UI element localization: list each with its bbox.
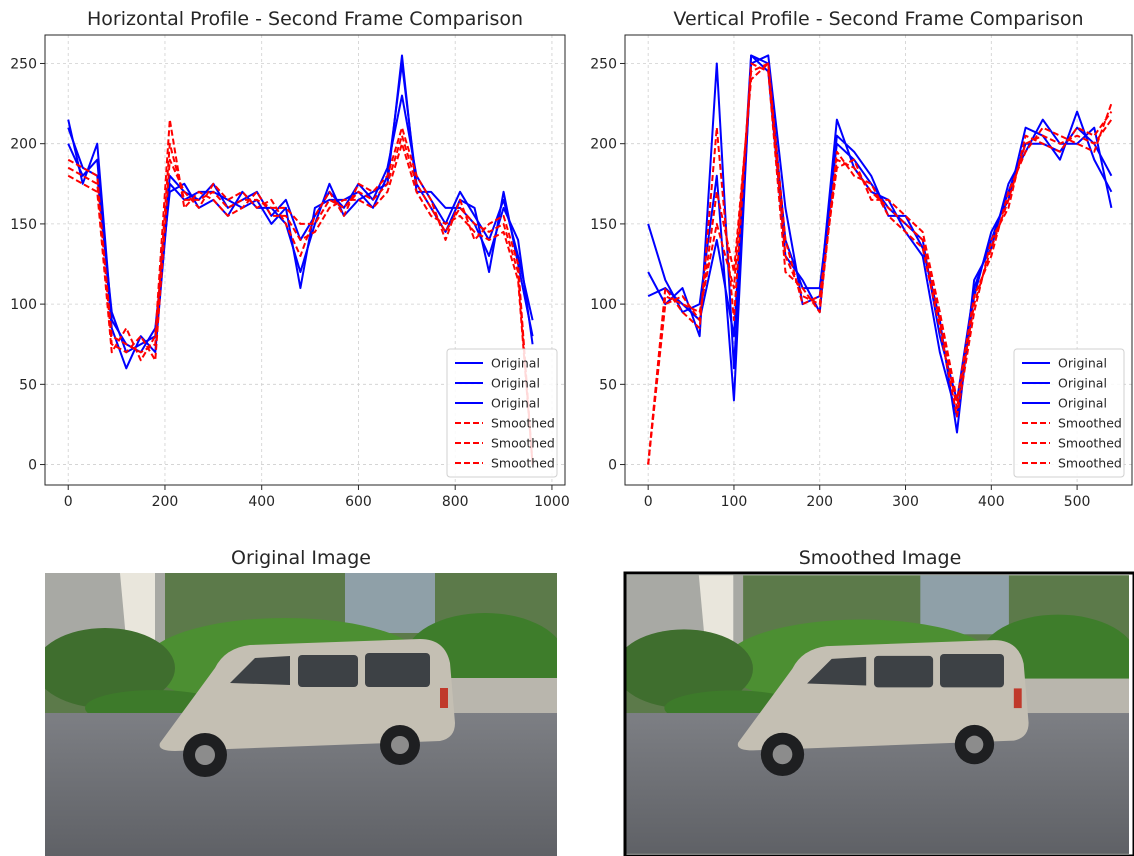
image-title: Original Image: [231, 547, 371, 569]
legend-label: Original: [491, 396, 540, 411]
x-tick-label: 400: [978, 494, 1005, 510]
y-tick-label: 200: [590, 137, 617, 153]
x-tick-label: 100: [721, 494, 748, 510]
series-line: [647, 54, 1113, 434]
original-photo: [45, 573, 557, 856]
y-tick-label: 50: [19, 377, 37, 393]
series-line: [647, 62, 1113, 465]
image-title: Smoothed Image: [799, 547, 962, 569]
x-tick-label: 0: [64, 494, 73, 510]
smoothed-photo: [625, 575, 1129, 854]
series-line: [67, 54, 534, 354]
x-tick-label: 600: [345, 494, 372, 510]
y-tick-label: 50: [599, 377, 617, 393]
y-tick-label: 200: [10, 137, 37, 153]
legend-label: Smoothed: [1058, 456, 1122, 471]
x-tick-label: 800: [442, 494, 469, 510]
legend-box: [1013, 348, 1125, 478]
x-tick-label: 300: [892, 494, 919, 510]
series-line: [67, 126, 534, 465]
x-tick-label: 500: [1064, 494, 1091, 510]
legend-label: Smoothed: [491, 456, 555, 471]
y-tick-label: 150: [590, 217, 617, 233]
image-border: [623, 571, 1134, 856]
legend-label: Smoothed: [491, 416, 555, 431]
legend-label: Original: [1058, 356, 1107, 371]
plot-frame: [624, 34, 1133, 486]
legend-label: Original: [491, 376, 540, 391]
y-tick-label: 100: [10, 297, 37, 313]
y-tick-label: 100: [590, 297, 617, 313]
x-tick-label: 0: [644, 494, 653, 510]
y-tick-label: 0: [608, 458, 617, 474]
y-tick-label: 0: [28, 458, 37, 474]
x-tick-label: 400: [248, 494, 275, 510]
series-line: [67, 134, 534, 465]
x-tick-label: 1000: [534, 494, 570, 510]
legend-label: Original: [1058, 396, 1107, 411]
x-tick-label: 200: [806, 494, 833, 510]
y-tick-label: 250: [10, 56, 37, 72]
series-line: [67, 118, 534, 465]
legend-label: Original: [491, 356, 540, 371]
y-tick-label: 250: [590, 56, 617, 72]
legend-box: [446, 348, 558, 478]
legend-label: Smoothed: [491, 436, 555, 451]
y-tick-label: 150: [10, 217, 37, 233]
series-line: [67, 62, 534, 370]
x-tick-label: 200: [152, 494, 179, 510]
legend-label: Original: [1058, 376, 1107, 391]
legend-label: Smoothed: [1058, 416, 1122, 431]
plot-frame: [44, 34, 566, 486]
legend-label: Smoothed: [1058, 436, 1122, 451]
chart-title: Vertical Profile - Second Frame Comparis…: [673, 8, 1083, 30]
chart-title: Horizontal Profile - Second Frame Compar…: [87, 8, 523, 30]
